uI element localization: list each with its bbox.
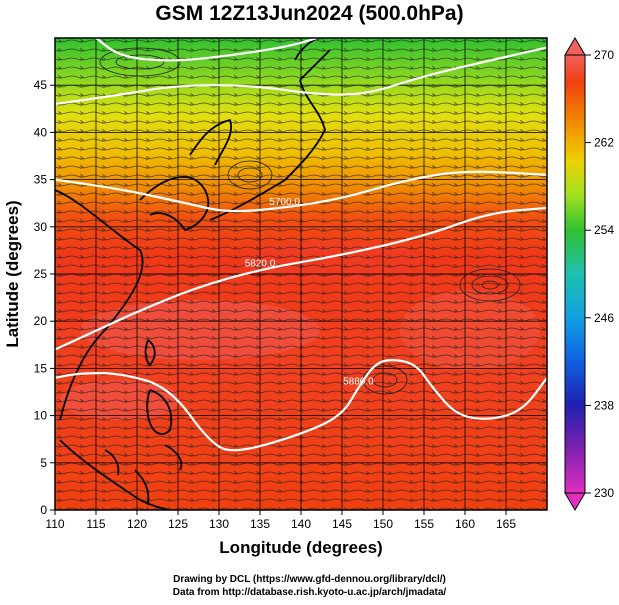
x-tick-label: 165 <box>496 517 516 531</box>
colorbar-body <box>564 54 586 494</box>
x-tick-label: 160 <box>455 517 475 531</box>
colorbar-tick-label: 262 <box>594 136 614 150</box>
x-tick-label: 110 <box>45 517 64 531</box>
vortex-northwest <box>99 47 181 77</box>
contour-label: 5880.0 <box>343 376 374 387</box>
colorbar-tick-label: 246 <box>594 311 614 325</box>
y-tick-label: 40 <box>34 125 48 139</box>
y-axis-label: Latitude (degrees) <box>3 200 22 347</box>
x-tick-label: 115 <box>86 517 105 531</box>
y-tick-label: 0 <box>40 503 47 517</box>
vortex-east <box>459 268 521 302</box>
colorbar-tick-label: 254 <box>594 223 614 237</box>
contour-label: 5820.0 <box>245 258 276 269</box>
y-tick-label: 45 <box>34 78 48 92</box>
y-tick-label: 15 <box>34 361 48 375</box>
colorbar-tick-label: 238 <box>594 398 614 412</box>
colorbar: 230 238 246 254 262 270 <box>564 37 614 511</box>
chart-title: GSM 12Z13Jun2024 (500.0hPa) <box>155 2 464 25</box>
credit-data-source: Data from http://database.rish.kyoto-u.a… <box>172 587 447 598</box>
x-tick-label: 145 <box>332 517 352 531</box>
contour-line <box>55 46 547 106</box>
y-tick-label: 35 <box>34 173 48 187</box>
y-tick-label: 10 <box>34 409 48 423</box>
colorbar-top-arrow <box>564 37 586 56</box>
x-tick-label: 155 <box>414 517 434 531</box>
colorbar-tick-label: 230 <box>594 486 614 500</box>
y-axis-ticks: 0 5 10 15 20 25 30 35 40 45 <box>34 78 55 517</box>
x-axis-ticks: 110 115 120 125 130 135 140 145 150 155 160 165 <box>45 510 516 531</box>
colorbar-tick-label: 270 <box>594 48 614 62</box>
contour-line <box>55 170 547 213</box>
y-tick-label: 5 <box>40 456 47 470</box>
credit-drawing: Drawing by DCL (https://www.gfd-dennou.o… <box>173 574 446 585</box>
colorbar-bottom-arrow <box>564 492 586 511</box>
y-tick-label: 20 <box>34 314 48 328</box>
x-axis-label: Longitude (degrees) <box>219 538 382 557</box>
geopotential-contours: 5820.0 5700.0 5880.0 <box>55 38 547 452</box>
x-tick-label: 135 <box>250 517 270 531</box>
vortex-north <box>227 160 273 190</box>
x-tick-label: 120 <box>127 517 147 531</box>
x-tick-label: 140 <box>291 517 311 531</box>
y-tick-label: 30 <box>34 220 48 234</box>
contour-line <box>55 359 547 452</box>
contour-line <box>95 38 318 62</box>
x-tick-label: 150 <box>373 517 393 531</box>
contour-label: 5700.0 <box>269 197 300 208</box>
x-tick-label: 130 <box>209 517 229 531</box>
x-tick-label: 125 <box>168 517 188 531</box>
y-tick-label: 25 <box>34 267 48 281</box>
contour-line <box>55 206 547 351</box>
